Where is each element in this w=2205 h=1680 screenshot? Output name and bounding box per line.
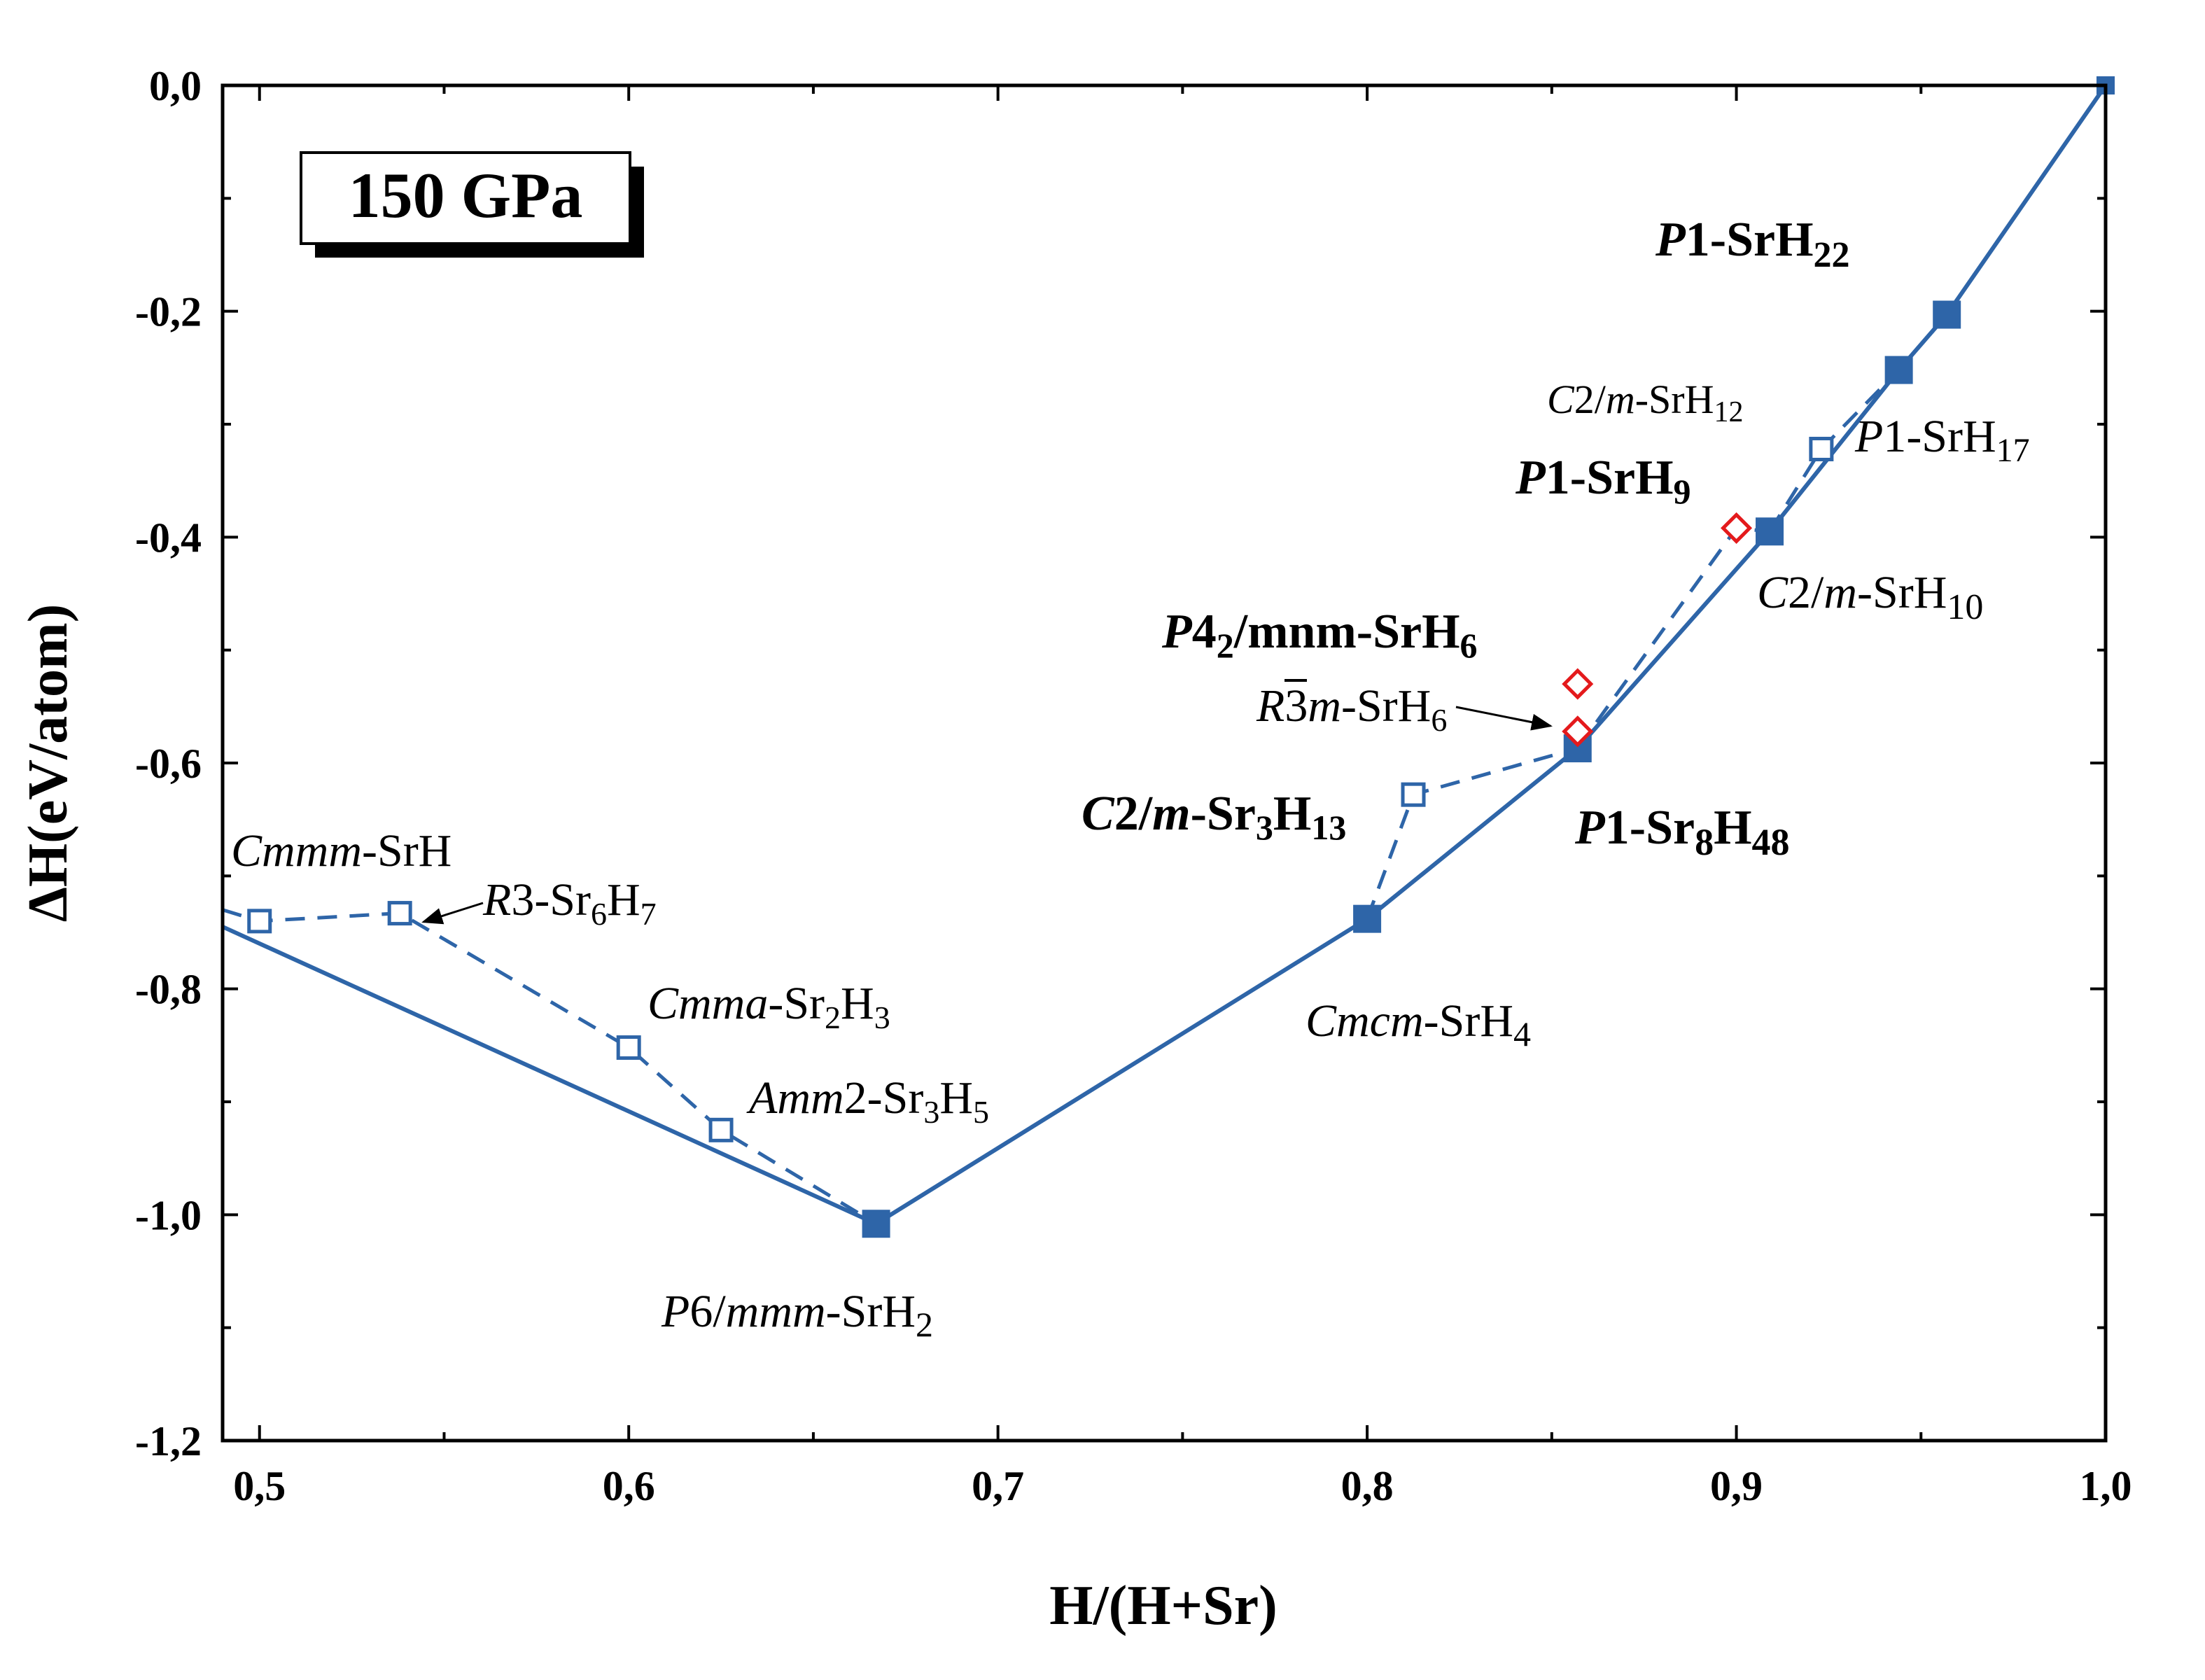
label-c2m-sr3h13: C2/m-Sr3H13	[1082, 787, 1346, 847]
metastable-point	[387, 901, 412, 926]
label-c2m-srh12: C2/m-SrH12	[1547, 377, 1743, 428]
label-amm2-sr3h5: Amm2-Sr3H5	[746, 1072, 989, 1130]
metastable-line-0	[222, 908, 877, 1226]
pressure-label: 150 GPa	[349, 160, 583, 231]
highlight-diamond	[1562, 668, 1594, 700]
metastable-point	[247, 909, 272, 934]
hull-point	[1933, 300, 1961, 329]
y-tick-label: -0,2	[135, 289, 202, 335]
y-tick-label: 0,0	[149, 63, 202, 109]
y-axis-title: ΔH(eV/atom)	[18, 604, 79, 922]
label-r3-sr6h7: R3-Sr6H7	[421, 874, 657, 932]
x-tick-label: 0,7	[972, 1463, 1024, 1509]
plot-area	[221, 76, 2115, 1238]
label-cmcm-srh4: Cmcm-SrH4	[1306, 995, 1531, 1054]
arrow-r3-sr6h7	[421, 902, 484, 925]
label-c2m-srh10: C2/m-SrH10	[1757, 567, 1983, 627]
axes: 0,5 0,6 0,7 0,8 0,9 1,0 0,0 -0,2 -0,4 -0,6 -0,8 -1,…	[135, 63, 2132, 1509]
y-tick-label: -1,2	[135, 1418, 202, 1464]
x-tick-label: 0,6	[603, 1463, 655, 1509]
label-p1-srh22: P1-SrH22	[1655, 213, 1850, 275]
y-tick-label: -1,0	[135, 1192, 202, 1238]
pressure-annotation-box: 150 GPa	[300, 151, 644, 258]
hull-point	[1884, 356, 1913, 384]
metastable-point	[1401, 782, 1426, 807]
highlight-diamond	[1562, 715, 1594, 748]
label-r3m-srh6: R3m-SrH6	[1256, 679, 1553, 738]
label-cmma-sr2h3: Cmma-Sr2H3	[648, 978, 890, 1035]
label-p1-sr8h48: P1-Sr8H48	[1574, 801, 1790, 863]
highlight-diamond	[1721, 512, 1753, 544]
hull-point	[1353, 904, 1382, 933]
x-tick-label: 0,8	[1341, 1463, 1394, 1509]
svg-text:R3-Sr6H7: R3-Sr6H7	[482, 874, 657, 932]
x-tick-label: 0,9	[1710, 1463, 1763, 1509]
pressure-box	[300, 151, 631, 245]
metastable-point	[1809, 436, 1834, 461]
svg-text:R3m-SrH6: R3m-SrH6	[1256, 680, 1447, 738]
metastable-point	[616, 1035, 641, 1060]
label-p1-srh17: P1-SrH17	[1854, 411, 2030, 469]
y-tick-label: -0,8	[135, 967, 202, 1013]
label-p1-srh9: P1-SrH9	[1515, 451, 1691, 511]
metastable-point	[708, 1117, 734, 1142]
label-p42mnm-srh6: P42/mnm-SrH6	[1161, 605, 1478, 665]
point-labels: Cmmm-SrH R3-Sr6H7 Cmma-Sr2H3 Amm2-Sr3H5 …	[231, 213, 2030, 1344]
hull-point	[1756, 517, 1784, 546]
x-tick-label: 0,5	[233, 1463, 286, 1509]
label-p6mmm-srh2: P6/mmm-SrH2	[661, 1286, 933, 1344]
x-axis-title: H/(H+Sr)	[1049, 1575, 1278, 1637]
arrow-r3m-srh6	[1455, 706, 1553, 731]
hull-point	[862, 1210, 890, 1238]
y-tick-label: -0,6	[135, 741, 202, 787]
x-tick-label: 1,0	[2080, 1463, 2132, 1509]
label-cmmm-srh: Cmmm-SrH	[231, 825, 451, 876]
y-tick-label: -0,4	[135, 514, 202, 561]
plot-frame	[220, 83, 2108, 1443]
